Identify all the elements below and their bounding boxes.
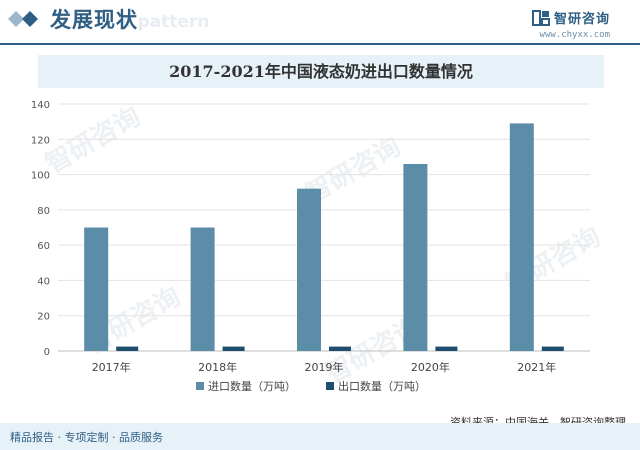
- y-tick-label: 80: [37, 206, 50, 217]
- header-divider: [0, 43, 640, 45]
- bar-export: [435, 346, 458, 351]
- chart-title-band: [38, 55, 604, 88]
- bar-export: [329, 346, 351, 351]
- bar-export: [116, 346, 139, 351]
- bar-import: [509, 123, 534, 352]
- diamond-icon: [8, 11, 38, 27]
- bar-chart: 0 20 40 60 80 100 120 140 2017年 2018年 2019年 2020年 20…: [31, 100, 590, 393]
- y-tick-label: 140: [31, 100, 50, 111]
- x-tick-label: 2019年: [305, 360, 344, 374]
- y-tick-label: 120: [31, 135, 50, 146]
- y-tick-label: 100: [31, 171, 50, 182]
- y-tick-label: 60: [37, 241, 50, 252]
- bar-import: [84, 227, 109, 351]
- section-title: 发展现状: [50, 8, 138, 32]
- chart-title: 2017-2021年中国液态奶进出口数量情况: [169, 62, 473, 81]
- legend-swatch: [326, 382, 334, 390]
- x-tick-label: 2020年: [411, 360, 450, 374]
- header-ghost-text: e pattern: [120, 12, 210, 32]
- bar-import: [403, 163, 428, 351]
- bar-export: [541, 346, 564, 351]
- page-header: e pattern 发展现状 智研咨询 www.chyxx.com: [0, 0, 640, 46]
- x-tick-label: 2017年: [92, 360, 131, 374]
- page-footer: 精品报告 · 专项定制 · 品质服务: [0, 423, 640, 450]
- x-tick-label: 2021年: [517, 360, 556, 374]
- bar-import: [190, 227, 215, 351]
- y-tick-label: 20: [37, 312, 50, 323]
- legend-label: 出口数量（万吨）: [338, 379, 426, 393]
- x-tick-label: 2018年: [198, 360, 237, 374]
- brand-logo-icon: [531, 9, 550, 26]
- bar-import: [297, 188, 321, 351]
- legend-label: 进口数量（万吨）: [208, 380, 296, 393]
- brand-url: www.chyxx.com: [539, 30, 610, 40]
- y-tick-label: 0: [44, 347, 50, 358]
- brand-logo: 智研咨询: [531, 8, 610, 27]
- footer-tagline: 精品报告 · 专项定制 · 品质服务: [10, 431, 163, 444]
- y-tick-label: 40: [37, 276, 50, 287]
- bar-export: [222, 346, 245, 351]
- legend-swatch: [196, 382, 204, 390]
- brand-name: 智研咨询: [553, 12, 610, 27]
